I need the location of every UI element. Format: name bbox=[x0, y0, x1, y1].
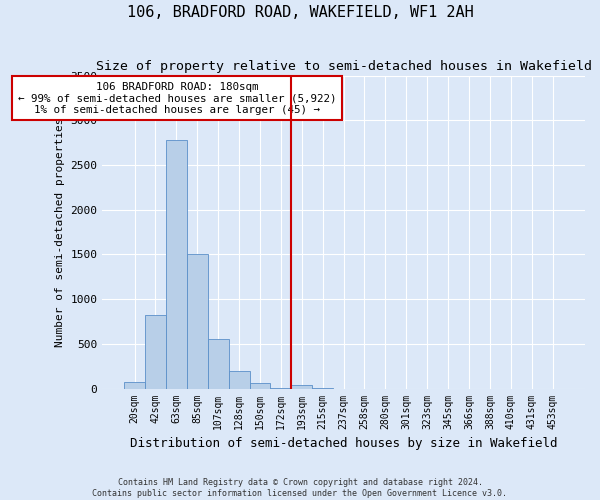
Text: 106, BRADFORD ROAD, WAKEFIELD, WF1 2AH: 106, BRADFORD ROAD, WAKEFIELD, WF1 2AH bbox=[127, 5, 473, 20]
Bar bbox=[187, 254, 208, 388]
X-axis label: Distribution of semi-detached houses by size in Wakefield: Distribution of semi-detached houses by … bbox=[130, 437, 557, 450]
Title: Size of property relative to semi-detached houses in Wakefield: Size of property relative to semi-detach… bbox=[95, 60, 592, 73]
Bar bbox=[229, 371, 250, 388]
Bar bbox=[292, 385, 312, 388]
Text: Contains HM Land Registry data © Crown copyright and database right 2024.
Contai: Contains HM Land Registry data © Crown c… bbox=[92, 478, 508, 498]
Y-axis label: Number of semi-detached properties: Number of semi-detached properties bbox=[55, 118, 65, 347]
Bar bbox=[124, 382, 145, 388]
Bar bbox=[208, 340, 229, 388]
Text: 106 BRADFORD ROAD: 180sqm
← 99% of semi-detached houses are smaller (5,922)
1% o: 106 BRADFORD ROAD: 180sqm ← 99% of semi-… bbox=[18, 82, 336, 115]
Bar bbox=[166, 140, 187, 388]
Bar bbox=[250, 383, 271, 388]
Bar bbox=[145, 315, 166, 388]
